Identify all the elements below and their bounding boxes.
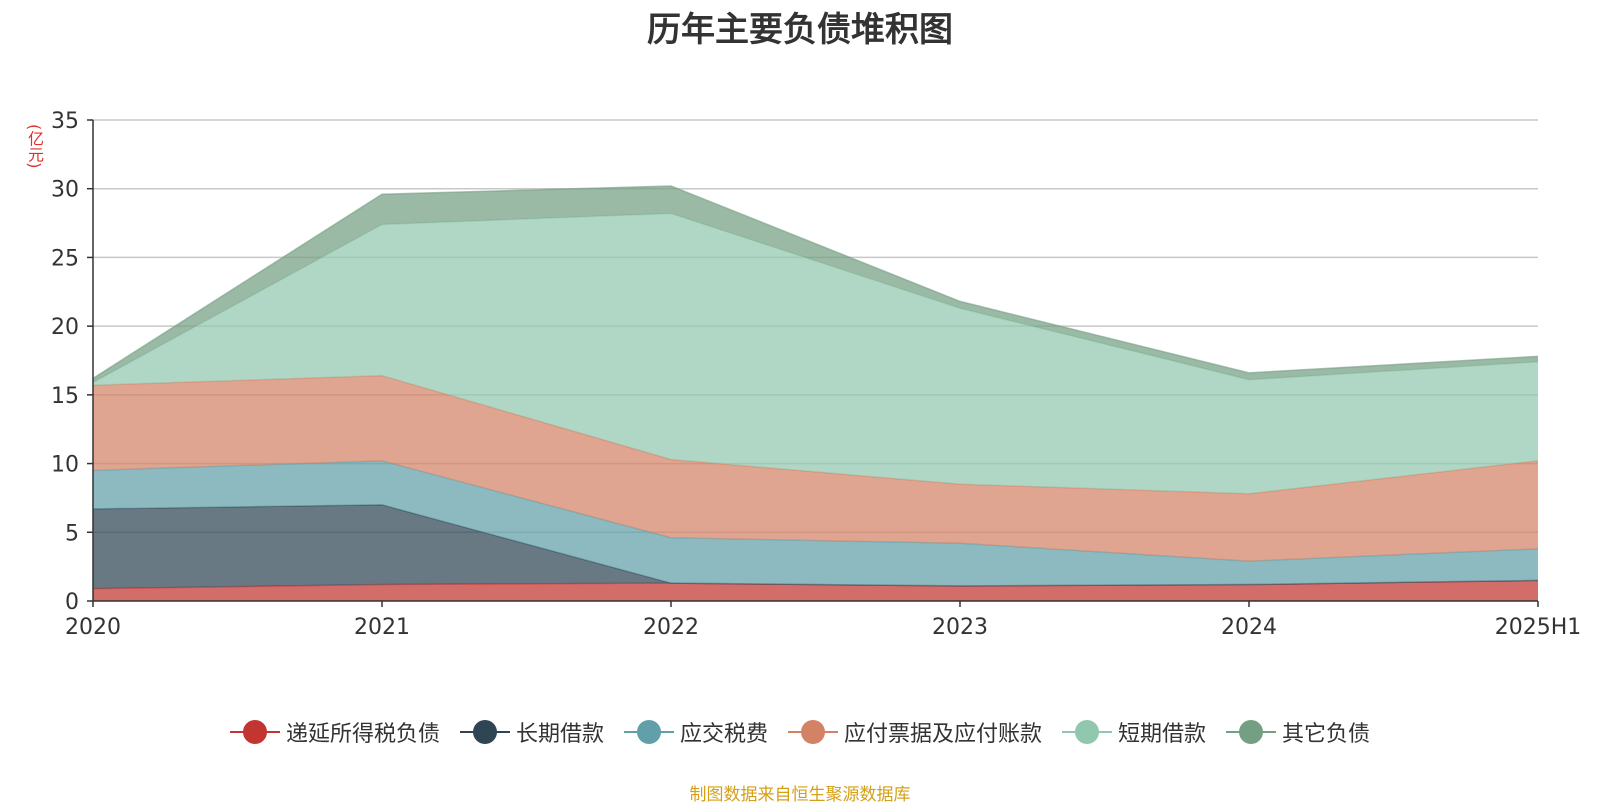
- legend-item[interactable]: 应交税费: [623, 716, 768, 748]
- y-axis-unit: (亿元): [25, 124, 44, 169]
- y-tick-label: 15: [51, 384, 79, 409]
- x-tick-label: 2022: [643, 615, 699, 640]
- area-series[interactable]: [93, 504, 1538, 589]
- axes: [87, 119, 1539, 607]
- area-series[interactable]: [93, 375, 1538, 562]
- legend-label: 应付票据及应付账款: [844, 722, 1043, 747]
- y-tick-label: 0: [65, 590, 79, 615]
- x-tick-label: 2021: [354, 615, 410, 640]
- x-tick-label: 2024: [1221, 615, 1277, 640]
- legend-item[interactable]: 应付票据及应付账款: [788, 716, 1042, 748]
- legend-marker-icon: [623, 718, 674, 746]
- x-tick-label: 2025H1: [1495, 615, 1582, 640]
- legend-marker-icon: [788, 718, 838, 746]
- y-tick-label: 35: [51, 109, 79, 134]
- area-layers: [92, 185, 1539, 601]
- y-tick-label: 5: [65, 521, 79, 546]
- legend-item[interactable]: 长期借款: [459, 716, 604, 748]
- series-line: [92, 185, 1539, 379]
- chart-title: 历年主要负债堆积图: [647, 10, 953, 50]
- legend-item[interactable]: 短期借款: [1062, 716, 1206, 748]
- area-series[interactable]: [93, 460, 1538, 586]
- legend-marker-icon: [1062, 718, 1113, 746]
- y-tick-label: 25: [51, 246, 79, 271]
- legend-marker-icon: [459, 718, 510, 746]
- legend-label: 长期借款: [515, 722, 604, 747]
- y-tick-label: 10: [51, 453, 79, 478]
- y-tick-label: 30: [51, 178, 79, 203]
- tick-labels: 0 5 10 15 20 25 30 35 2020 2021 2022 2023 2024 2025H1: [51, 109, 1581, 640]
- legend-marker-icon: [1226, 718, 1277, 746]
- legend-item[interactable]: 递延所得税负债: [229, 716, 440, 748]
- legend-label: 短期借款: [1118, 722, 1207, 747]
- x-tick-label: 2023: [932, 615, 988, 640]
- legend-item[interactable]: 其它负债: [1226, 716, 1370, 748]
- y-tick-label: 20: [51, 315, 79, 340]
- legend-label: 应交税费: [679, 722, 768, 747]
- legend: 递延所得税负债 长期借款 应交税费 应付票据及应付账款 短期借款 其它负债: [0, 716, 1600, 748]
- x-tick-label: 2020: [65, 615, 121, 640]
- data-source-note: 制图数据来自恒生聚源数据库: [689, 785, 911, 805]
- series-line: [92, 212, 1539, 384]
- legend-label: 递延所得税负债: [285, 722, 440, 747]
- legend-marker-icon: [229, 718, 280, 746]
- area-series[interactable]: [93, 213, 1538, 494]
- legend-label: 其它负债: [1282, 722, 1371, 747]
